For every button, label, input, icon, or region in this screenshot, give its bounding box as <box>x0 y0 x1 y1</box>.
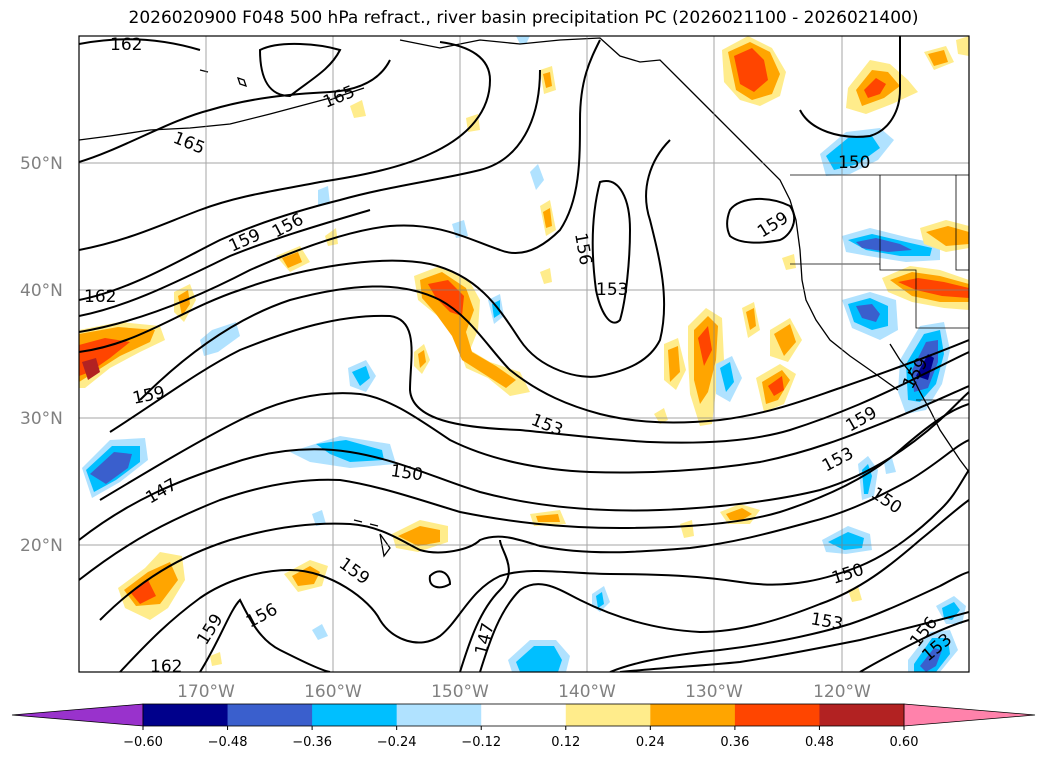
lat-label: 20°N <box>20 536 63 556</box>
colorbar-tick-label: 0.36 <box>720 735 749 750</box>
colorbar: −0.60 −0.48 −0.36 −0.24 −0.12 0.12 0.24 0.36 0.4… <box>11 703 1036 750</box>
lon-label: 150°W <box>431 682 489 702</box>
colorbar-bin <box>481 704 567 726</box>
colorbar-bin <box>227 704 313 726</box>
map-frame <box>78 35 970 673</box>
colorbar-bin <box>396 704 482 726</box>
lon-label: 170°W <box>177 682 235 702</box>
colorbar-bin <box>565 704 651 726</box>
colorbar-bin <box>819 704 905 726</box>
gridlines <box>79 36 969 672</box>
colorbar-tick-label: −0.24 <box>377 735 417 750</box>
lat-label: 30°N <box>20 409 63 429</box>
coastlines <box>79 37 969 558</box>
refractivity-contours <box>79 36 969 672</box>
colorbar-frame <box>142 703 905 727</box>
lon-label: 160°W <box>304 682 362 702</box>
colorbar-tick-label: −0.36 <box>292 735 332 750</box>
lat-label: 50°N <box>20 154 63 174</box>
colorbar-over-triangle <box>903 703 1036 727</box>
colorbar-bin <box>650 704 736 726</box>
contour-label: 162 <box>110 35 142 55</box>
lon-label: 140°W <box>558 682 616 702</box>
colorbar-tick-label: −0.12 <box>461 735 501 750</box>
colorbar-tick-label: 0.48 <box>805 735 834 750</box>
borders <box>790 174 969 401</box>
latitude-labels: 50°N 40°N 30°N 20°N <box>20 154 63 556</box>
lon-label: 130°W <box>685 682 743 702</box>
colorbar-under-triangle <box>11 703 144 727</box>
colorbar-tick-label: 0.24 <box>636 735 665 750</box>
colorbar-bin <box>734 704 820 726</box>
colorbar-bin <box>312 704 398 726</box>
lon-label: 120°W <box>813 682 871 702</box>
contour-label: 162 <box>150 657 182 677</box>
colorbar-tick-label: 0.60 <box>890 735 919 750</box>
longitude-labels: 170°W 160°W 150°W 140°W 130°W 120°W <box>177 682 871 702</box>
contour-label: 153 <box>596 280 628 300</box>
map-area: 162 165 165 156 159 162 159 147 150 153 … <box>79 35 969 677</box>
map-background <box>79 36 969 672</box>
precipitation-shading <box>79 36 969 672</box>
lat-label: 40°N <box>20 281 63 301</box>
contour-label: 162 <box>84 287 116 307</box>
colorbar-tick-label: −0.48 <box>208 735 248 750</box>
colorbar-bin <box>143 704 229 726</box>
contour-label: 150 <box>838 153 870 173</box>
colorbar-ticks: −0.60 −0.48 −0.36 −0.24 −0.12 0.12 0.24 0.36 0.4… <box>123 726 918 750</box>
colorbar-tick-label: −0.60 <box>123 735 163 750</box>
map-title: 2026020900 F048 500 hPa refract., river … <box>128 8 919 28</box>
colorbar-tick-label: 0.12 <box>551 735 580 750</box>
colorbar-bins <box>143 704 905 726</box>
contour-label: 150 <box>389 461 424 485</box>
